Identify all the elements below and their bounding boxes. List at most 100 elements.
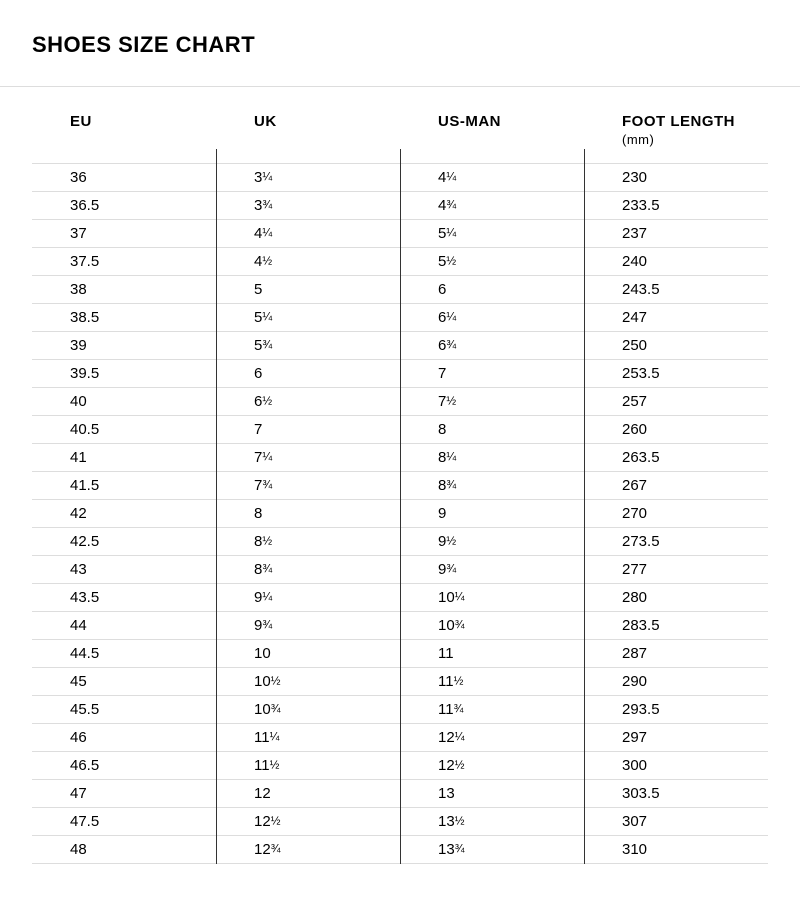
cell-uk: 12¾ [216, 835, 400, 863]
table-row: 4611¼12¼297 [32, 723, 768, 751]
cell-uk: 3¾ [216, 191, 400, 219]
table-row: 417¼8¼263.5 [32, 443, 768, 471]
cell-eu: 44 [32, 611, 216, 639]
table-row: 43.59¼10¼280 [32, 583, 768, 611]
cell-usman: 8¼ [400, 443, 584, 471]
table-row: 471213303.5 [32, 779, 768, 807]
cell-footlength: 307 [584, 807, 768, 835]
cell-footlength: 237 [584, 219, 768, 247]
table-row: 406½7½257 [32, 387, 768, 415]
cell-footlength: 303.5 [584, 779, 768, 807]
cell-eu: 42 [32, 499, 216, 527]
cell-uk: 7 [216, 415, 400, 443]
cell-footlength: 270 [584, 499, 768, 527]
cell-eu: 37.5 [32, 247, 216, 275]
table-row: 395¾6¾250 [32, 331, 768, 359]
cell-eu: 38 [32, 275, 216, 303]
table-row: 44.51011287 [32, 639, 768, 667]
cell-usman: 13½ [400, 807, 584, 835]
cell-footlength: 290 [584, 667, 768, 695]
cell-usman: 9¾ [400, 555, 584, 583]
cell-uk: 8¾ [216, 555, 400, 583]
cell-eu: 45.5 [32, 695, 216, 723]
table-row: 40.578260 [32, 415, 768, 443]
cell-eu: 45 [32, 667, 216, 695]
header-sep-body [32, 149, 768, 163]
table-row: 438¾9¾277 [32, 555, 768, 583]
table-row: 4510½11½290 [32, 667, 768, 695]
cell-footlength: 310 [584, 835, 768, 863]
cell-eu: 46.5 [32, 751, 216, 779]
cell-usman: 4¾ [400, 191, 584, 219]
cell-uk: 9¾ [216, 611, 400, 639]
table-row: 449¾10¾283.5 [32, 611, 768, 639]
cell-eu: 43 [32, 555, 216, 583]
cell-uk: 8½ [216, 527, 400, 555]
cell-eu: 37 [32, 219, 216, 247]
table-row: 36.53¾4¾233.5 [32, 191, 768, 219]
cell-footlength: 230 [584, 163, 768, 191]
cell-footlength: 263.5 [584, 443, 768, 471]
table-body: 363¼4¼23036.53¾4¾233.5374¼5¼23737.54½5½2… [32, 163, 768, 863]
cell-footlength: 273.5 [584, 527, 768, 555]
table-row: 38.55¼6¼247 [32, 303, 768, 331]
cell-uk: 7¾ [216, 471, 400, 499]
col-header-footlength-label: FOOT LENGTH [622, 113, 735, 130]
table-row: 4289270 [32, 499, 768, 527]
table-row: 41.57¾8¾267 [32, 471, 768, 499]
cell-usman: 8¾ [400, 471, 584, 499]
table-row: 46.511½12½300 [32, 751, 768, 779]
table-row: 4812¾13¾310 [32, 835, 768, 863]
cell-footlength: 260 [584, 415, 768, 443]
cell-eu: 40.5 [32, 415, 216, 443]
cell-usman: 12¼ [400, 723, 584, 751]
col-header-usman: US-MAN [400, 113, 584, 149]
cell-uk: 6½ [216, 387, 400, 415]
cell-usman: 11¾ [400, 695, 584, 723]
cell-usman: 9 [400, 499, 584, 527]
cell-usman: 11½ [400, 667, 584, 695]
cell-uk: 7¼ [216, 443, 400, 471]
col-header-eu: EU [32, 113, 216, 149]
cell-footlength: 283.5 [584, 611, 768, 639]
cell-usman: 4¼ [400, 163, 584, 191]
cell-usman: 12½ [400, 751, 584, 779]
cell-eu: 44.5 [32, 639, 216, 667]
table-row: 45.510¾11¾293.5 [32, 695, 768, 723]
cell-eu: 38.5 [32, 303, 216, 331]
cell-eu: 41.5 [32, 471, 216, 499]
cell-uk: 4½ [216, 247, 400, 275]
cell-uk: 8 [216, 499, 400, 527]
table-row: 363¼4¼230 [32, 163, 768, 191]
cell-footlength: 277 [584, 555, 768, 583]
cell-uk: 11¼ [216, 723, 400, 751]
cell-uk: 10 [216, 639, 400, 667]
col-header-footlength: FOOT LENGTH (mm) [584, 113, 768, 149]
cell-usman: 6 [400, 275, 584, 303]
cell-uk: 5¼ [216, 303, 400, 331]
cell-uk: 6 [216, 359, 400, 387]
cell-eu: 46 [32, 723, 216, 751]
cell-uk: 10¾ [216, 695, 400, 723]
cell-uk: 12 [216, 779, 400, 807]
cell-footlength: 250 [584, 331, 768, 359]
cell-uk: 3¼ [216, 163, 400, 191]
cell-usman: 13¾ [400, 835, 584, 863]
col-header-footlength-unit: (mm) [622, 130, 768, 147]
cell-usman: 5½ [400, 247, 584, 275]
cell-uk: 5 [216, 275, 400, 303]
cell-eu: 41 [32, 443, 216, 471]
cell-eu: 36 [32, 163, 216, 191]
cell-usman: 13 [400, 779, 584, 807]
cell-uk: 12½ [216, 807, 400, 835]
cell-usman: 6¾ [400, 331, 584, 359]
cell-uk: 9¼ [216, 583, 400, 611]
cell-usman: 6¼ [400, 303, 584, 331]
table-row: 374¼5¼237 [32, 219, 768, 247]
cell-footlength: 297 [584, 723, 768, 751]
size-chart-table: EU UK US-MAN FOOT LENGTH (mm) 363¼4¼2303… [32, 113, 768, 864]
cell-footlength: 280 [584, 583, 768, 611]
cell-eu: 40 [32, 387, 216, 415]
table-row: 47.512½13½307 [32, 807, 768, 835]
table-row: 39.567253.5 [32, 359, 768, 387]
